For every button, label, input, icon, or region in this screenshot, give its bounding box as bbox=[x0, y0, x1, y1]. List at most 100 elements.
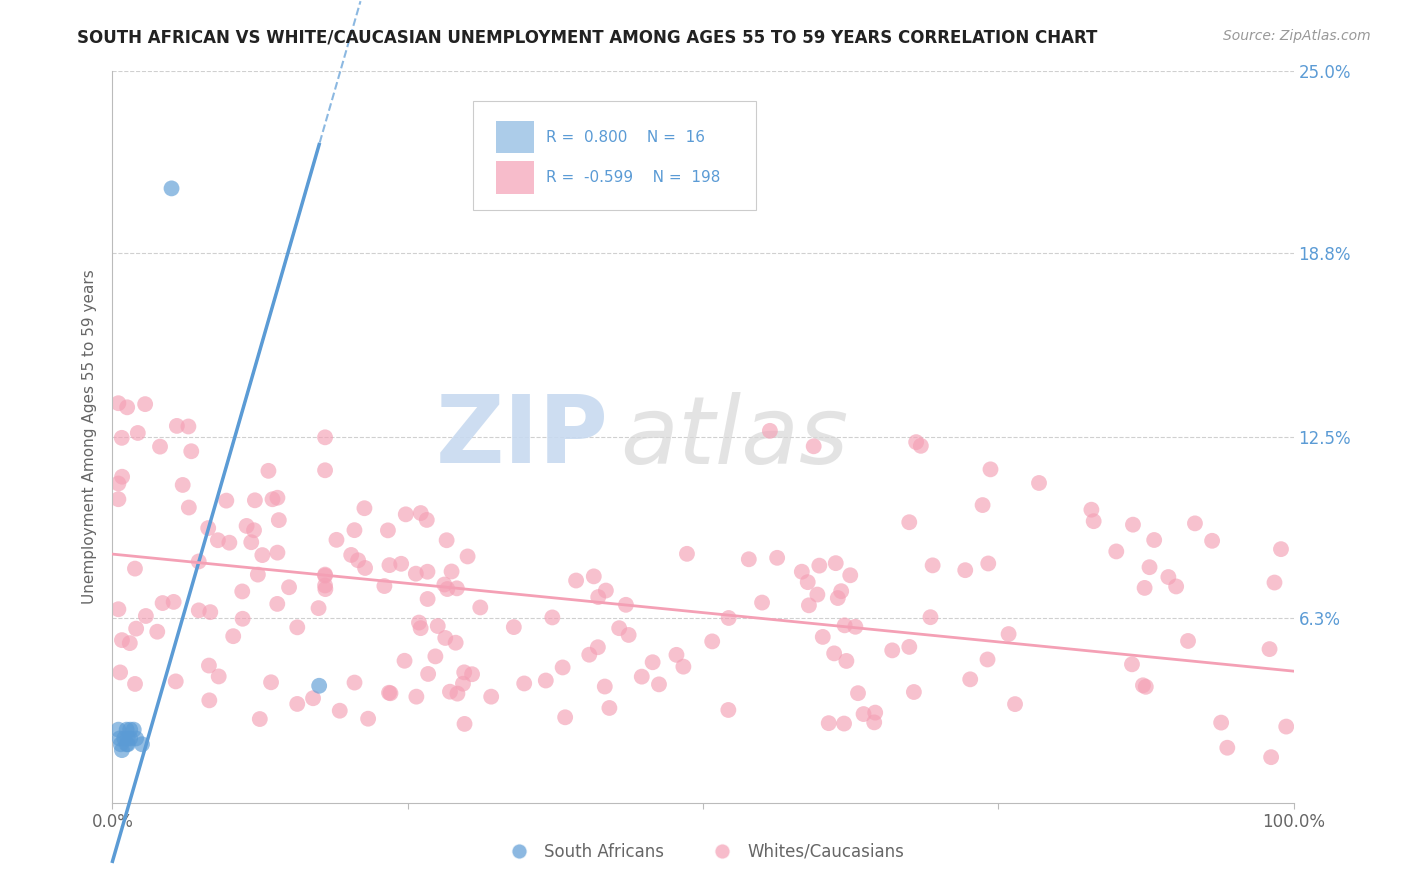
Point bbox=[835, 654, 858, 668]
Text: atlas: atlas bbox=[620, 392, 849, 483]
Point bbox=[586, 640, 609, 655]
Point bbox=[672, 659, 695, 673]
Point bbox=[252, 548, 274, 562]
Point bbox=[125, 731, 148, 746]
Point bbox=[243, 523, 266, 537]
Point bbox=[551, 660, 574, 674]
Point bbox=[641, 655, 664, 669]
Point bbox=[124, 677, 146, 691]
Point bbox=[378, 558, 401, 573]
Point bbox=[235, 519, 257, 533]
Point bbox=[308, 601, 330, 615]
Point bbox=[408, 615, 430, 630]
Point bbox=[107, 492, 129, 507]
Point bbox=[416, 513, 439, 527]
Point bbox=[586, 590, 609, 604]
Point bbox=[803, 439, 825, 453]
Point bbox=[266, 546, 288, 560]
Point bbox=[115, 401, 138, 415]
Y-axis label: Unemployment Among Ages 55 to 59 years: Unemployment Among Ages 55 to 59 years bbox=[82, 269, 97, 605]
Point bbox=[285, 620, 308, 634]
FancyBboxPatch shape bbox=[496, 121, 534, 153]
Point bbox=[146, 624, 169, 639]
Point bbox=[149, 440, 172, 454]
Point bbox=[440, 565, 463, 579]
Point bbox=[1177, 634, 1199, 648]
Point bbox=[373, 579, 395, 593]
Point bbox=[232, 612, 254, 626]
Point bbox=[177, 419, 200, 434]
Point bbox=[314, 568, 336, 582]
Point bbox=[266, 491, 288, 505]
Point bbox=[314, 463, 336, 477]
Point bbox=[738, 552, 761, 566]
Point bbox=[910, 439, 932, 453]
Point bbox=[1004, 697, 1026, 711]
Point bbox=[614, 598, 637, 612]
Point bbox=[1143, 533, 1166, 547]
Point bbox=[898, 640, 921, 654]
Point bbox=[127, 425, 149, 440]
Point bbox=[380, 686, 402, 700]
Point bbox=[796, 575, 818, 590]
Point bbox=[340, 548, 363, 562]
Point bbox=[439, 684, 461, 698]
Point bbox=[111, 633, 134, 648]
Text: R =  -0.599    N =  198: R = -0.599 N = 198 bbox=[546, 169, 720, 185]
Point bbox=[260, 675, 283, 690]
Point bbox=[112, 731, 135, 746]
Point bbox=[343, 675, 366, 690]
Point bbox=[846, 686, 869, 700]
Text: R =  0.800    N =  16: R = 0.800 N = 16 bbox=[546, 129, 704, 145]
Point bbox=[285, 697, 308, 711]
Point bbox=[107, 396, 129, 410]
Point bbox=[852, 707, 875, 722]
Point bbox=[811, 630, 834, 644]
Point bbox=[1216, 740, 1239, 755]
Point bbox=[1083, 514, 1105, 528]
Point bbox=[405, 690, 427, 704]
Point bbox=[231, 584, 253, 599]
Point bbox=[125, 622, 148, 636]
Text: Source: ZipAtlas.com: Source: ZipAtlas.com bbox=[1223, 29, 1371, 43]
Point bbox=[882, 643, 904, 657]
Point bbox=[578, 648, 600, 662]
Point bbox=[797, 599, 820, 613]
Point bbox=[107, 476, 129, 491]
Point bbox=[434, 631, 457, 645]
Point bbox=[200, 605, 222, 619]
Text: ZIP: ZIP bbox=[436, 391, 609, 483]
Point bbox=[1122, 517, 1144, 532]
Point bbox=[959, 673, 981, 687]
Point bbox=[1275, 720, 1298, 734]
Point bbox=[308, 679, 330, 693]
Text: SOUTH AFRICAN VS WHITE/CAUCASIAN UNEMPLOYMENT AMONG AGES 55 TO 59 YEARS CORRELAT: SOUTH AFRICAN VS WHITE/CAUCASIAN UNEMPLO… bbox=[77, 29, 1098, 46]
Point bbox=[426, 619, 449, 633]
Point bbox=[565, 574, 588, 588]
Point bbox=[416, 565, 439, 579]
Point bbox=[823, 646, 845, 660]
Point bbox=[759, 424, 782, 438]
Point bbox=[187, 603, 209, 617]
Point bbox=[197, 521, 219, 535]
Point bbox=[243, 493, 266, 508]
Point bbox=[416, 592, 439, 607]
Point bbox=[554, 710, 576, 724]
Point bbox=[1121, 657, 1143, 672]
Point bbox=[1166, 579, 1188, 593]
Point bbox=[122, 723, 145, 737]
Point bbox=[905, 435, 928, 450]
Point bbox=[751, 596, 773, 610]
Point bbox=[163, 595, 186, 609]
Point bbox=[131, 737, 153, 751]
Point bbox=[180, 444, 202, 458]
Point bbox=[479, 690, 502, 704]
Legend: South Africans, Whites/Caucasians: South Africans, Whites/Caucasians bbox=[495, 837, 911, 868]
Point bbox=[215, 493, 238, 508]
Point bbox=[111, 743, 134, 757]
Point bbox=[278, 580, 301, 594]
Point bbox=[972, 498, 994, 512]
Point bbox=[108, 665, 131, 680]
Point bbox=[433, 577, 456, 591]
Point bbox=[1263, 575, 1285, 590]
